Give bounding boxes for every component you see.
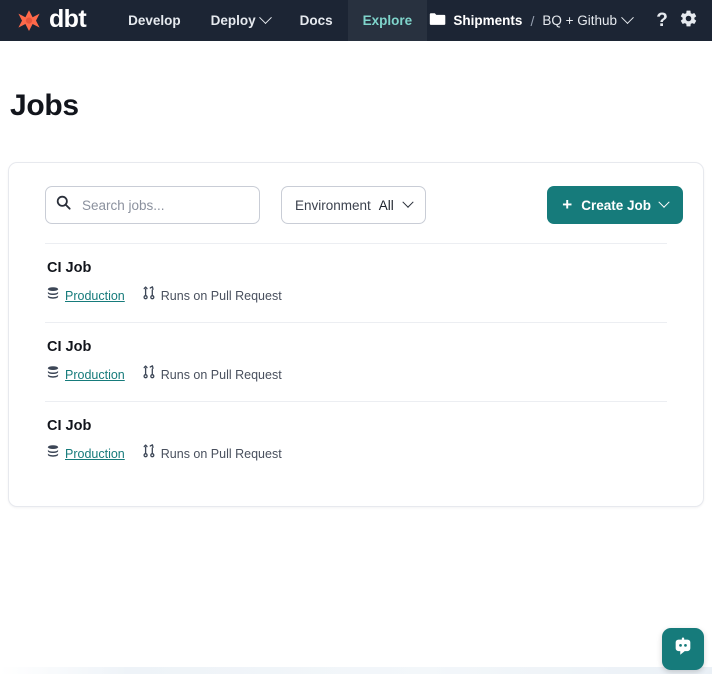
job-meta: Production Runs on Pull Request — [47, 286, 667, 305]
database-icon — [47, 365, 59, 384]
table-row[interactable]: CI Job Production — [45, 243, 667, 322]
job-trigger-label: Runs on Pull Request — [160, 446, 282, 461]
top-navigation-bar: dbt Develop Deploy Docs Explore Shipment… — [0, 0, 712, 41]
job-meta: Production Runs on Pull Request — [47, 365, 667, 384]
nav-item-explore[interactable]: Explore — [347, 0, 428, 41]
table-row[interactable]: CI Job Production — [45, 322, 667, 401]
environment-filter-label: Environment — [295, 197, 371, 213]
job-meta: Production Runs on Pull Request — [47, 444, 667, 463]
chevron-down-icon — [621, 11, 634, 25]
nav-item-deploy[interactable]: Deploy — [196, 0, 285, 41]
chevron-down-icon — [402, 196, 414, 208]
dbt-logo-text: dbt — [49, 5, 87, 33]
chevron-down-icon — [658, 196, 670, 208]
connection-label: BQ + Github — [542, 13, 617, 28]
nav-item-label: Deploy — [210, 13, 256, 28]
job-environment[interactable]: Production — [47, 365, 125, 384]
nav-right-cluster: Shipments / BQ + Github ? — [429, 0, 712, 41]
nav-item-label: Develop — [128, 13, 181, 28]
folder-icon — [429, 12, 446, 29]
breadcrumb-separator: / — [530, 12, 535, 29]
jobs-list: CI Job Production — [9, 243, 703, 480]
nav-item-label: Explore — [362, 13, 413, 28]
plus-icon: + — [562, 194, 573, 214]
gear-icon — [679, 9, 698, 33]
jobs-toolbar: Environment All + Create Job — [9, 163, 703, 224]
chat-bot-icon — [672, 636, 694, 663]
job-trigger: Runs on Pull Request — [143, 286, 282, 305]
pull-request-icon — [143, 365, 155, 384]
job-name: CI Job — [47, 260, 92, 276]
nav-item-label: Docs — [299, 13, 333, 28]
question-mark-icon: ? — [656, 9, 668, 31]
help-button[interactable]: ? — [649, 8, 675, 34]
job-environment[interactable]: Production — [47, 286, 125, 305]
dbt-logo[interactable]: dbt — [0, 0, 87, 41]
job-environment-link[interactable]: Production — [65, 288, 125, 303]
nav-item-docs[interactable]: Docs — [285, 0, 348, 41]
search-jobs-box — [45, 186, 260, 224]
chat-support-button[interactable] — [662, 628, 704, 670]
project-selector[interactable]: Shipments — [429, 12, 522, 29]
chevron-down-icon — [258, 11, 272, 25]
job-trigger-label: Runs on Pull Request — [160, 367, 282, 382]
create-job-label: Create Job — [581, 197, 651, 213]
settings-button[interactable] — [675, 8, 701, 34]
job-name: CI Job — [47, 339, 92, 355]
bottom-loading-strip — [0, 667, 712, 674]
job-environment-link[interactable]: Production — [65, 367, 125, 382]
connection-selector[interactable]: BQ + Github — [542, 11, 634, 28]
dbt-x-logo-icon — [16, 8, 42, 34]
create-job-button[interactable]: + Create Job — [547, 186, 683, 224]
job-trigger-label: Runs on Pull Request — [160, 288, 282, 303]
job-trigger: Runs on Pull Request — [143, 365, 282, 384]
page-title: Jobs — [10, 89, 79, 122]
environment-filter-value: All — [378, 197, 394, 213]
jobs-card: Environment All + Create Job CI Job — [8, 162, 704, 507]
database-icon — [47, 286, 59, 305]
job-environment-link[interactable]: Production — [65, 446, 125, 461]
search-input[interactable] — [45, 186, 260, 224]
environment-filter-dropdown[interactable]: Environment All — [281, 186, 426, 224]
table-row[interactable]: CI Job Production — [45, 401, 667, 480]
primary-nav: Develop Deploy Docs Explore — [113, 0, 428, 41]
pull-request-icon — [143, 286, 155, 305]
job-environment[interactable]: Production — [47, 444, 125, 463]
project-name: Shipments — [453, 13, 523, 28]
pull-request-icon — [143, 444, 155, 463]
database-icon — [47, 444, 59, 463]
job-name: CI Job — [47, 418, 92, 434]
job-trigger: Runs on Pull Request — [143, 444, 282, 463]
nav-item-develop[interactable]: Develop — [113, 0, 196, 41]
